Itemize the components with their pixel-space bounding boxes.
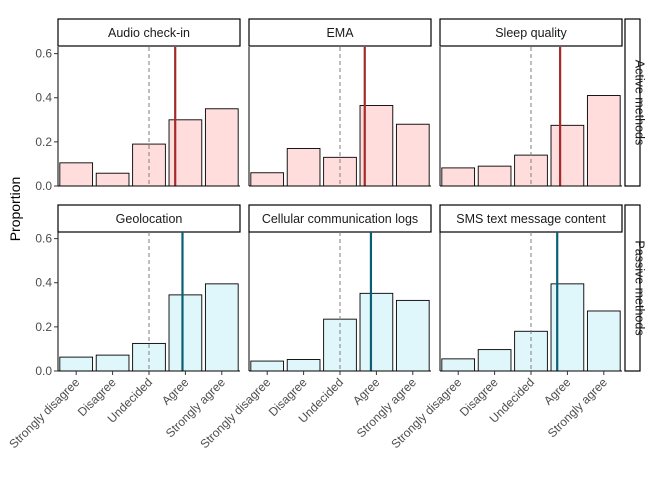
x-tick-label: Agree (541, 375, 574, 408)
bar (250, 360, 285, 372)
facet-title: Sleep quality (495, 26, 567, 40)
bar (359, 292, 394, 372)
facet-title: Audio check-in (108, 26, 190, 40)
y-tick-label: 0.4 (35, 276, 52, 290)
bar (441, 167, 476, 187)
facet-panel: Sleep quality (439, 18, 623, 187)
y-tick-label: 0.2 (35, 135, 52, 149)
bar (95, 172, 130, 187)
bar (59, 356, 94, 372)
y-tick-label: 0.6 (35, 232, 52, 246)
bar (477, 165, 512, 187)
bar (95, 354, 130, 372)
facet-strip (57, 18, 241, 47)
bar (204, 283, 239, 372)
y-tick-label: 0.0 (35, 364, 52, 378)
facet-title: Geolocation (116, 212, 183, 226)
facet-panel: Geolocation 0.0 0.2 0.4 0.6 Strongly disagree… (6, 204, 241, 451)
bar (441, 358, 476, 372)
facet-strip (57, 204, 241, 233)
bar (132, 143, 166, 187)
bar (168, 119, 203, 187)
facet-strip (439, 204, 623, 233)
bar (204, 108, 239, 187)
bar (250, 172, 285, 187)
facet-panel: EMA (248, 18, 432, 187)
row-strip-label: Active methods (633, 60, 647, 145)
facet-title: Cellular communication logs (262, 212, 418, 226)
bar (550, 283, 585, 372)
facet-title: SMS text message content (456, 212, 606, 226)
bar (286, 359, 321, 372)
bar (395, 123, 430, 187)
x-tick-label: Agree (159, 375, 192, 408)
bar (586, 310, 621, 372)
facet-strip (439, 18, 623, 47)
y-tick-label: 0.6 (35, 47, 52, 61)
x-tick-label: Agree (350, 375, 383, 408)
row-strip: Active methods (624, 18, 647, 187)
y-tick-label: 0.4 (35, 91, 52, 105)
facet-panel: Audio check-in 0.0 0.2 0.4 0.6 (35, 18, 241, 193)
x-tick-label: Strongly disagree (6, 375, 82, 451)
bar (59, 162, 94, 187)
bar (395, 299, 430, 372)
bar (550, 124, 585, 187)
bar (586, 95, 621, 187)
facet-strip (248, 18, 432, 47)
bar (477, 349, 512, 372)
row-strip-label: Passive methods (633, 240, 647, 335)
row-strip: Passive methods (624, 204, 647, 372)
bar (168, 294, 203, 372)
y-tick-label: 0.2 (35, 320, 52, 334)
facet-strip (248, 204, 432, 233)
y-tick-label: 0.0 (35, 179, 52, 193)
facet-title: EMA (326, 26, 354, 40)
y-axis-title: Proportion (7, 177, 23, 242)
bar (286, 148, 321, 187)
